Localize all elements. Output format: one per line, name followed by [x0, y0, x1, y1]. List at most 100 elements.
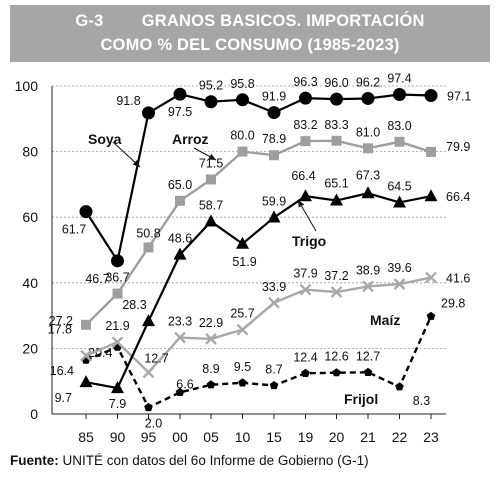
data-label-soya: 96.3: [293, 75, 317, 89]
data-label-arroz: 27.2: [49, 314, 73, 328]
data-label-trigo: 66.4: [446, 190, 470, 204]
x-tick-label: 10: [235, 429, 251, 445]
data-label-frijol: 16.4: [50, 364, 74, 378]
data-point-soya: [299, 91, 312, 105]
data-point-arroz: [363, 143, 373, 154]
data-label-frijol: 9.5: [234, 360, 251, 374]
data-point-trigo: [111, 381, 124, 394]
data-label-arroz: 83.2: [293, 118, 317, 132]
data-label-arroz: 80.0: [230, 129, 254, 143]
data-point-trigo: [330, 193, 343, 206]
series-line-frijol: [85, 315, 433, 409]
data-label-arroz: 71.5: [199, 156, 223, 170]
data-point-maiz: [80, 349, 92, 362]
data-point-soya: [393, 88, 406, 102]
data-label-maiz: 21.9: [105, 319, 129, 333]
x-tick-label: 05: [203, 429, 219, 445]
data-point-trigo: [424, 189, 438, 202]
x-tick-label: 21: [360, 429, 376, 445]
data-point-arroz: [206, 174, 216, 185]
data-point-soya: [173, 87, 187, 101]
data-point-trigo: [361, 186, 375, 199]
series-pointer-arrow-soya-head: [132, 159, 140, 167]
chart-title-banner: G-3 GRANOS BASICOS. IMPORTACIÓN COMO % D…: [10, 5, 490, 62]
data-label-frijol: 8.9: [202, 362, 219, 376]
data-label-soya: 95.8: [230, 77, 254, 91]
data-label-soya: 96.0: [324, 76, 348, 90]
data-point-soya: [267, 106, 281, 120]
data-point-soya: [361, 91, 375, 105]
data-point-maiz: [393, 278, 406, 290]
data-point-soya: [330, 92, 343, 106]
data-label-maiz: 12.7: [144, 351, 168, 365]
data-label-soya: 91.8: [116, 94, 140, 108]
data-point-maiz: [174, 331, 186, 344]
data-label-arroz: 36.7: [105, 271, 129, 285]
x-tick-label: 22: [392, 429, 408, 445]
data-point-trigo: [267, 210, 281, 223]
data-point-soya: [79, 205, 93, 219]
data-label-frijol: 2.0: [145, 416, 162, 430]
data-label-arroz: 65.0: [168, 178, 192, 192]
data-label-trigo: 9.7: [55, 391, 72, 405]
data-point-maiz: [205, 333, 217, 345]
data-label-maiz: 39.6: [387, 261, 411, 275]
data-label-maiz: 37.9: [293, 267, 317, 281]
data-label-soya: 91.9: [262, 90, 286, 104]
data-label-frijol: 12.7: [356, 349, 380, 363]
data-point-maiz: [111, 336, 124, 349]
data-label-trigo: 65.1: [324, 176, 348, 190]
data-point-frijol: [363, 367, 373, 376]
data-label-arroz: 79.9: [446, 140, 470, 154]
data-point-maiz: [330, 286, 343, 298]
data-label-soya: 97.4: [387, 72, 411, 86]
data-point-frijol: [144, 402, 153, 412]
data-label-maiz: 25.7: [230, 307, 254, 321]
y-tick-label: 0: [30, 406, 38, 422]
data-label-maiz: 17.8: [48, 323, 72, 337]
data-point-maiz: [236, 323, 249, 336]
data-label-arroz: 83.0: [387, 119, 411, 133]
series-name-label-frijol: Frijol: [344, 391, 378, 407]
data-point-frijol: [269, 381, 279, 390]
data-point-arroz: [237, 146, 248, 157]
source-note: Fuente: UNITÉ con datos del 6o Informe d…: [10, 453, 369, 468]
data-label-arroz: 78.9: [262, 132, 286, 146]
x-tick-label: 85: [78, 429, 94, 445]
series-line-trigo: [85, 192, 432, 390]
data-point-trigo: [236, 236, 249, 249]
series-name-label-maiz: Maíz: [370, 312, 400, 328]
data-point-frijol: [426, 311, 436, 320]
data-label-maiz: 22.9: [199, 316, 223, 330]
data-point-maiz: [362, 280, 374, 293]
data-point-arroz: [394, 136, 405, 147]
series-pointer-arrow-arroz-head: [208, 153, 216, 160]
y-tick-label: 100: [15, 78, 39, 94]
chart-title-line-1: G-3 GRANOS BASICOS. IMPORTACIÓN: [75, 12, 425, 30]
data-label-trigo: 58.7: [199, 198, 223, 212]
data-point-frijol: [332, 368, 341, 377]
data-label-soya: 61.7: [62, 223, 86, 237]
data-point-arroz: [300, 136, 311, 147]
data-label-maiz: 33.9: [262, 280, 286, 294]
data-point-arroz: [175, 195, 185, 206]
data-label-arroz: 50.8: [136, 226, 160, 240]
data-label-trigo: 48.6: [168, 232, 192, 246]
data-point-maiz: [425, 271, 437, 284]
data-label-frijol: 8.3: [413, 394, 430, 408]
data-label-frijol: 12.6: [324, 350, 348, 364]
data-label-maiz: 23.3: [168, 315, 192, 329]
series-line-maiz: [85, 276, 432, 375]
data-point-trigo: [299, 189, 312, 202]
series-name-label-soya: Soya: [88, 131, 122, 147]
data-point-frijol: [301, 368, 310, 377]
data-point-soya: [204, 95, 218, 109]
x-tick-label: 23: [423, 429, 439, 445]
data-point-soya: [424, 89, 438, 103]
x-tick-label: 20: [329, 429, 345, 445]
data-point-arroz: [112, 288, 123, 299]
y-tick-label: 60: [22, 209, 38, 225]
data-point-frijol: [175, 387, 185, 396]
data-label-maiz: 38.9: [356, 263, 380, 277]
